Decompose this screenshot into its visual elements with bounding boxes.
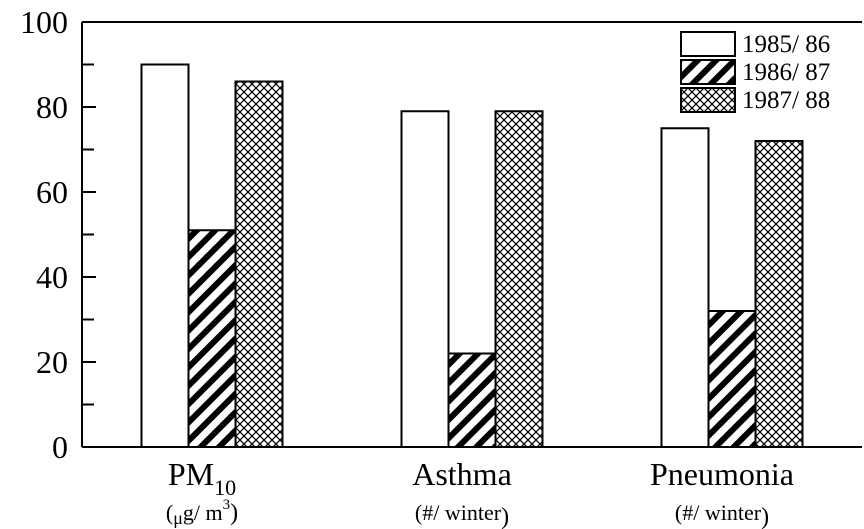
y-tick-label: 40: [36, 259, 68, 295]
bars: [140, 63, 804, 448]
category-unit-label: (#/ winter): [675, 500, 769, 529]
x-labels: PM10(μg/ m3) Asthma (#/ winter) Pneumonia (#…: [166, 456, 794, 529]
category-label: Asthma: [412, 456, 512, 492]
legend-label: 1985/ 86: [742, 31, 830, 58]
bar-3-3: [754, 140, 804, 448]
y-tick-label: 80: [36, 89, 68, 125]
bar-2-3: [707, 310, 757, 448]
bar-1-2: [400, 110, 450, 448]
bar-2-2: [447, 352, 497, 448]
y-tick-label: 60: [36, 174, 68, 210]
legend-swatch: [680, 87, 736, 113]
bar-3-2: [494, 110, 544, 448]
legend-label: 1987/ 88: [742, 87, 830, 114]
bar-3-1: [234, 80, 284, 448]
legend-swatch: [680, 59, 736, 85]
category-label: Pneumonia: [650, 456, 794, 492]
y-tick-label: 20: [36, 344, 68, 380]
legend-label: 1986/ 87: [742, 59, 830, 86]
y-tick-label: 100: [20, 4, 68, 40]
y-tick-label: 0: [52, 429, 68, 465]
y-ticks: 0 20 40 60 80 100: [20, 4, 96, 465]
bar-1-1: [140, 63, 190, 448]
category-unit-label: (#/ winter): [415, 500, 509, 529]
category-label: PM10: [168, 456, 236, 500]
bar-1-3: [660, 127, 710, 448]
legend-swatch: [680, 31, 736, 57]
category-unit-label: (μg/ m3): [166, 497, 238, 528]
bar-2-1: [187, 229, 237, 448]
